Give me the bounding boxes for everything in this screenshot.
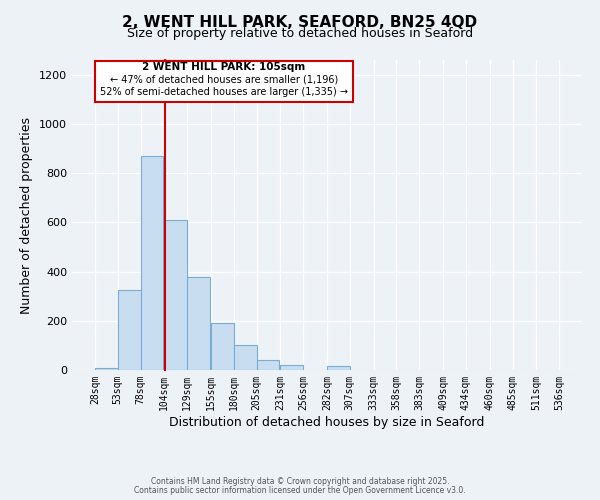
Bar	[118, 290, 140, 370]
Bar	[211, 324, 234, 370]
Text: 2, WENT HILL PARK, SEAFORD, BN25 4QD: 2, WENT HILL PARK, SEAFORD, BN25 4QD	[122, 15, 478, 30]
Text: Size of property relative to detached houses in Seaford: Size of property relative to detached ho…	[127, 28, 473, 40]
Bar	[95, 368, 118, 370]
Bar	[140, 156, 163, 370]
Text: 52% of semi-detached houses are larger (1,335) →: 52% of semi-detached houses are larger (…	[100, 87, 348, 97]
Bar	[164, 220, 187, 370]
Y-axis label: Number of detached properties: Number of detached properties	[20, 116, 34, 314]
Bar	[327, 366, 350, 370]
Text: 2 WENT HILL PARK: 105sqm: 2 WENT HILL PARK: 105sqm	[142, 62, 305, 72]
Bar	[280, 365, 303, 370]
Bar	[234, 346, 257, 370]
Bar	[95, 61, 353, 102]
Text: Contains public sector information licensed under the Open Government Licence v3: Contains public sector information licen…	[134, 486, 466, 495]
Text: ← 47% of detached houses are smaller (1,196): ← 47% of detached houses are smaller (1,…	[110, 75, 338, 85]
Text: Contains HM Land Registry data © Crown copyright and database right 2025.: Contains HM Land Registry data © Crown c…	[151, 477, 449, 486]
Bar	[257, 360, 280, 370]
X-axis label: Distribution of detached houses by size in Seaford: Distribution of detached houses by size …	[169, 416, 485, 428]
Bar	[187, 276, 210, 370]
